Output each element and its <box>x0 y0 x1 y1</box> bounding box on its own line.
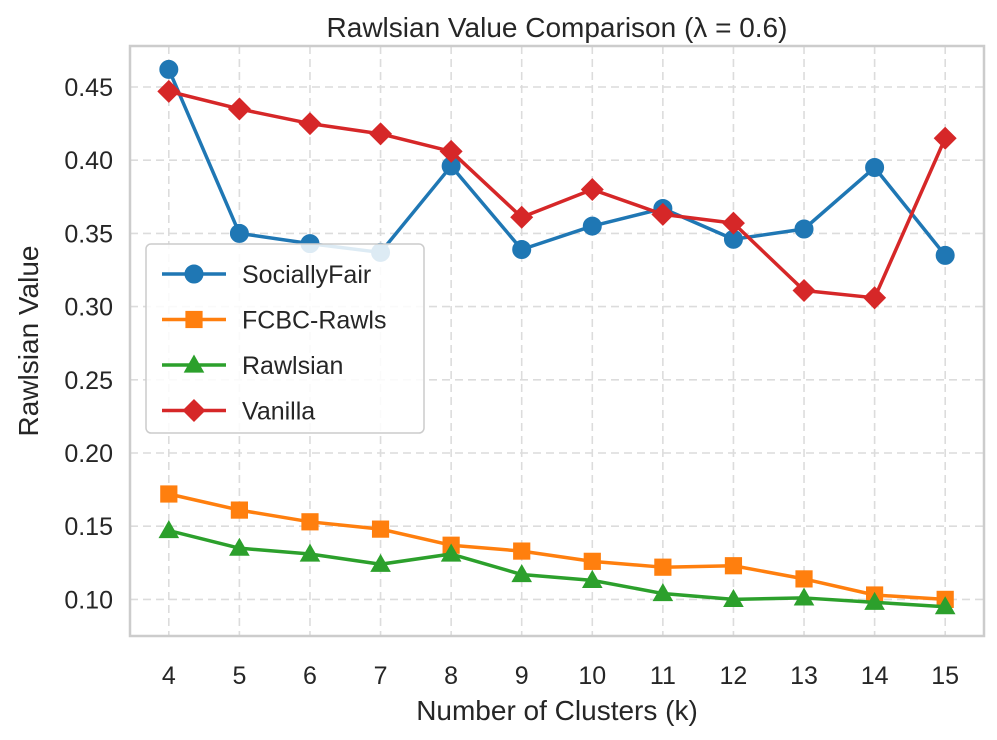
vanilla-point <box>298 112 322 136</box>
y-tick-label: 0.15 <box>64 513 113 541</box>
y-tick-label: 0.10 <box>64 586 113 614</box>
x-tick-label: 15 <box>931 662 959 690</box>
x-tick-label: 9 <box>515 662 529 690</box>
fcbc-rawls-point <box>371 520 390 538</box>
rawlsian-point <box>440 543 462 562</box>
fcbc-rawls-point <box>583 552 601 570</box>
x-tick-label: 12 <box>720 662 748 690</box>
rawlsian-point <box>299 543 321 562</box>
fcbc-rawls-point <box>513 542 531 560</box>
x-tick-label: 10 <box>578 662 606 690</box>
fcbc-rawls-point <box>230 501 248 519</box>
vanilla-point <box>439 139 463 163</box>
legend-entry-vanilla: Vanilla <box>162 398 315 426</box>
legend-entry-sociallyfair: SociallyFair <box>162 261 371 289</box>
legend-entry-rawlsian: Rawlsian <box>162 352 343 380</box>
vanilla-point <box>580 177 604 201</box>
x-tick-label: 6 <box>303 662 317 690</box>
x-tick-label: 14 <box>861 662 889 690</box>
vanilla-point <box>792 278 816 302</box>
legend-label: SociallyFair <box>242 261 371 289</box>
x-tick-label: 5 <box>232 662 246 690</box>
legend-marker <box>184 264 204 284</box>
vanilla-point <box>157 79 181 103</box>
x-tick-label: 4 <box>162 662 176 690</box>
rawlsian-point <box>723 588 744 607</box>
series-sociallyfair <box>159 59 955 265</box>
rawlsian-point <box>158 520 180 539</box>
y-tick-label: 0.20 <box>64 440 113 468</box>
vanilla-point <box>369 122 393 146</box>
series-fcbc-rawls <box>160 485 954 608</box>
vanilla-point <box>863 286 887 310</box>
legend-label: FCBC-Rawls <box>242 307 386 335</box>
rawlsian-point <box>370 553 391 572</box>
sociallyfair-point <box>935 245 955 265</box>
x-tick-label: 7 <box>374 662 388 690</box>
x-tick-label: 8 <box>444 662 458 690</box>
series-vanilla <box>157 79 957 310</box>
legend-marker <box>185 310 203 329</box>
rawlsian-line <box>168 528 946 609</box>
legend-box <box>145 243 425 434</box>
series-layer <box>157 59 957 615</box>
y-tick-label: 0.40 <box>64 147 113 175</box>
rawlsian-point <box>864 591 885 610</box>
fcbc-rawls-line <box>168 492 946 602</box>
vanilla-point <box>510 205 534 229</box>
fcbc-rawls-point <box>724 557 743 575</box>
rawlsian-point <box>652 583 674 602</box>
series-rawlsian <box>158 520 956 615</box>
ticks: 4 5 6 7 8 9 10 11 12 13 14 15 0.10 0.15 0.20 0.25 0.30 0.… <box>64 74 959 690</box>
plot-frame <box>128 44 986 638</box>
y-tick-label: 0.25 <box>64 367 113 395</box>
sociallyfair-point <box>512 239 532 259</box>
fcbc-rawls-point <box>795 570 813 588</box>
sociallyfair-point <box>159 59 179 79</box>
sociallyfair-line <box>167 68 947 257</box>
x-tick-label: 13 <box>790 662 818 690</box>
y-tick-label: 0.35 <box>64 220 113 248</box>
legend-label: Rawlsian <box>242 352 343 380</box>
rawlsian-point <box>581 569 603 588</box>
sociallyfair-point <box>865 158 885 178</box>
rawlsian-point <box>934 596 956 615</box>
legend-label: Vanilla <box>242 398 315 426</box>
y-axis-label: Rawlsian Value <box>13 246 44 437</box>
fcbc-rawls-point <box>654 558 672 576</box>
x-tick-label: 11 <box>650 662 676 690</box>
legend-marker <box>183 354 205 373</box>
fcbc-rawls-point <box>301 513 319 531</box>
rawlsian-point <box>793 587 815 606</box>
rawlsian-point <box>229 537 250 556</box>
legend: SociallyFair FCBC-Rawls Rawlsian Vanilla <box>145 243 425 434</box>
chart-title: Rawlsian Value Comparison (λ = 0.6) <box>327 12 788 43</box>
sociallyfair-point <box>582 216 602 236</box>
sociallyfair-point <box>794 219 814 239</box>
legend-marker <box>182 398 206 423</box>
x-axis-label: Number of Clusters (k) <box>416 695 698 726</box>
vanilla-point <box>651 202 675 226</box>
legend-entry-fcbc-rawls: FCBC-Rawls <box>162 307 386 335</box>
vanilla-point <box>227 97 251 121</box>
rawlsian-point <box>511 564 533 583</box>
y-tick-label: 0.30 <box>64 294 113 322</box>
vanilla-point <box>933 126 957 150</box>
fcbc-rawls-point <box>160 485 178 503</box>
vanilla-point <box>721 211 745 235</box>
sociallyfair-point <box>229 223 249 243</box>
vanilla-line <box>168 89 947 300</box>
y-tick-label: 0.45 <box>64 74 113 102</box>
